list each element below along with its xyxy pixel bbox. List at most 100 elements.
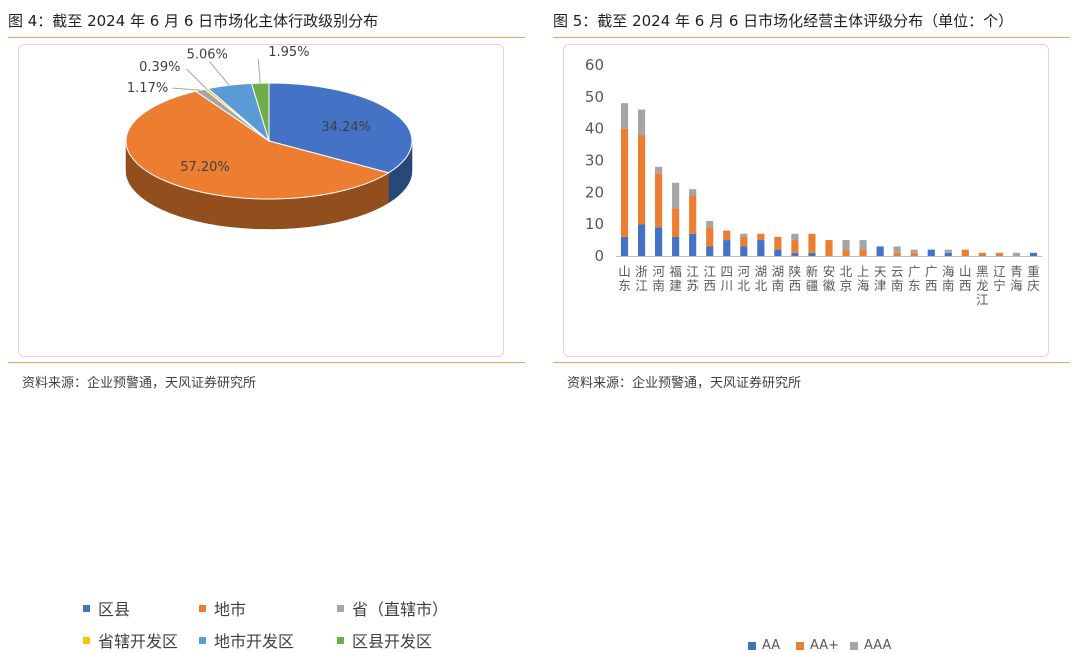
x-tick-label-6-0: 四 bbox=[721, 264, 734, 279]
y-tick-label-5: 50 bbox=[585, 88, 604, 106]
left-figure-panel: 图 4：截至 2024 年 6 月 6 日市场化主体行政级别分布 34.24% 5… bbox=[8, 0, 525, 651]
bar-AA+-22 bbox=[995, 252, 1003, 256]
pie-legend-swatch-4 bbox=[199, 636, 206, 644]
pie-label-group: 34.24% 57.20% 1.17% 0.39% 5.06% 1.95% bbox=[127, 45, 371, 175]
pie-data-label-2: 1.17% bbox=[127, 81, 168, 96]
x-tick-label-23-1: 海 bbox=[1010, 278, 1023, 293]
x-tick-label-22-0: 辽 bbox=[993, 264, 1006, 279]
bar-AA+-8 bbox=[757, 233, 765, 241]
bar-chart: 0102030405060山东浙江河南福建江苏江西四川河北湖北湖南陕西新疆安徽北… bbox=[585, 56, 1042, 307]
bar-axes: 0102030405060山东浙江河南福建江苏江西四川河北湖北湖南陕西新疆安徽北… bbox=[585, 56, 1042, 307]
x-tick-label-7-0: 河 bbox=[738, 264, 751, 279]
x-tick-label-1-1: 江 bbox=[635, 278, 648, 293]
x-tick-label-24-0: 重 bbox=[1027, 264, 1040, 279]
x-tick-label-13-1: 京 bbox=[840, 278, 853, 293]
pie-top-group bbox=[125, 82, 413, 200]
left-bottom-rule bbox=[8, 362, 525, 363]
bar-AA-4 bbox=[689, 233, 697, 256]
x-tick-label-19-0: 海 bbox=[942, 264, 955, 279]
x-tick-label-2-0: 河 bbox=[652, 264, 665, 279]
pie-legend-swatch-5 bbox=[337, 636, 344, 644]
bar-legend-item-0: AA bbox=[748, 638, 780, 653]
bar-legend-item-2: AAA bbox=[850, 638, 891, 653]
bar-legend-item-1: AA+ bbox=[796, 638, 839, 653]
bar-AA-6 bbox=[723, 240, 731, 256]
right-figure-panel: 图 5：截至 2024 年 6 月 6 日市场化经营主体评级分布（单位：个） 0… bbox=[553, 0, 1070, 653]
x-tick-label-8-0: 湖 bbox=[755, 264, 768, 279]
bar-AA-11 bbox=[808, 252, 816, 256]
pie-chart: 34.24% 57.20% 1.17% 0.39% 5.06% 1.95% bbox=[125, 45, 413, 230]
y-tick-label-4: 40 bbox=[585, 120, 604, 138]
x-tick-label-4-1: 苏 bbox=[686, 278, 699, 293]
bar-legend-swatch-2 bbox=[850, 641, 858, 650]
x-tick-label-3-0: 福 bbox=[669, 264, 682, 279]
bar-AA+-13 bbox=[842, 249, 850, 256]
x-tick-label-9-0: 湖 bbox=[772, 264, 785, 279]
x-tick-label-8-1: 北 bbox=[755, 278, 768, 293]
bar-AA+-17 bbox=[910, 252, 918, 256]
x-tick-label-10-1: 西 bbox=[789, 278, 802, 293]
pie-leader-2 bbox=[172, 87, 201, 91]
bar-AAA-3 bbox=[672, 182, 680, 209]
x-tick-label-23-0: 青 bbox=[1010, 264, 1023, 279]
y-tick-label-3: 30 bbox=[585, 152, 604, 170]
x-tick-label-12-1: 徽 bbox=[823, 278, 836, 293]
bar-AA+-16 bbox=[893, 252, 901, 256]
bar-AAA-19 bbox=[944, 249, 952, 253]
pie-leader-3 bbox=[186, 68, 207, 90]
pie-data-label-3: 0.39% bbox=[139, 60, 180, 75]
x-tick-label-20-1: 西 bbox=[959, 278, 972, 293]
bar-AA+-6 bbox=[723, 230, 731, 241]
bar-AA-0 bbox=[620, 236, 629, 256]
pie-legend-item-1: 地市 bbox=[199, 596, 246, 620]
bar-AAA-10 bbox=[791, 233, 799, 241]
x-tick-label-5-1: 西 bbox=[703, 278, 716, 293]
bar-AA+-3 bbox=[672, 208, 680, 237]
x-tick-label-18-0: 广 bbox=[925, 264, 938, 279]
pie-legend-swatch-0 bbox=[83, 604, 90, 612]
pie-legend-swatch-1 bbox=[199, 604, 206, 612]
pie-slice-5 bbox=[250, 82, 270, 142]
y-tick-label-2: 20 bbox=[585, 183, 604, 201]
pie-legend-label-4: 地市开发区 bbox=[214, 632, 295, 651]
left-source-note: 资料来源：企业预警通，天风证券研究所 bbox=[22, 376, 257, 391]
x-tick-label-16-1: 南 bbox=[891, 278, 904, 293]
x-tick-label-15-1: 津 bbox=[874, 278, 887, 293]
pie-data-label-0: 34.24% bbox=[321, 120, 371, 135]
y-tick-label-0: 0 bbox=[594, 247, 604, 265]
bar-AA-5 bbox=[706, 246, 714, 256]
pie-legend-item-5: 区县开发区 bbox=[337, 628, 432, 652]
bar-AA-7 bbox=[740, 246, 748, 256]
x-tick-label-7-1: 北 bbox=[738, 278, 751, 293]
bar-AA-1 bbox=[637, 224, 646, 256]
x-tick-label-17-0: 广 bbox=[908, 264, 921, 279]
x-tick-label-18-1: 西 bbox=[925, 278, 938, 293]
bar-AA-10 bbox=[791, 252, 799, 256]
pie-legend-item-2: 省（直辖市） bbox=[337, 596, 448, 620]
x-tick-label-12-0: 安 bbox=[823, 264, 836, 279]
bar-AAA-4 bbox=[689, 189, 697, 196]
bar-AA+-0 bbox=[620, 128, 629, 237]
pie-chart-frame: 34.24% 57.20% 1.17% 0.39% 5.06% 1.95% 区县 地市 省（直… bbox=[18, 44, 504, 651]
x-tick-label-19-1: 南 bbox=[942, 278, 955, 293]
bar-AA+-2 bbox=[655, 173, 663, 228]
x-tick-label-2-1: 南 bbox=[652, 278, 665, 293]
bar-chart-frame: 0 10 20 30 40 50 60 山东浙江河南福建江苏江西四川河北湖北湖南陕西新疆安徽北… bbox=[563, 44, 1049, 653]
right-bottom-rule bbox=[553, 362, 1070, 363]
pie-slice-1 bbox=[125, 90, 390, 200]
pie-legend-label-0: 区县 bbox=[98, 600, 131, 619]
bar-AAA-0 bbox=[620, 103, 629, 129]
bar-AA+-5 bbox=[706, 227, 714, 247]
bar-legend-swatch-1 bbox=[796, 641, 804, 650]
x-tick-label-24-1: 庆 bbox=[1027, 278, 1040, 293]
x-tick-label-20-0: 山 bbox=[959, 264, 972, 279]
pie-legend-item-3: 省辖开发区 bbox=[83, 628, 178, 652]
left-figure-title: 图 4：截至 2024 年 6 月 6 日市场化主体行政级别分布 bbox=[8, 12, 379, 30]
bar-AA-2 bbox=[655, 227, 663, 256]
pie-leader-5 bbox=[257, 59, 261, 84]
x-tick-label-14-0: 上 bbox=[857, 264, 870, 279]
x-tick-label-5-0: 江 bbox=[703, 264, 716, 279]
x-tick-label-16-0: 云 bbox=[891, 264, 904, 279]
bar-AA+-20 bbox=[961, 249, 969, 256]
pie-data-label-5: 1.95% bbox=[268, 45, 309, 60]
